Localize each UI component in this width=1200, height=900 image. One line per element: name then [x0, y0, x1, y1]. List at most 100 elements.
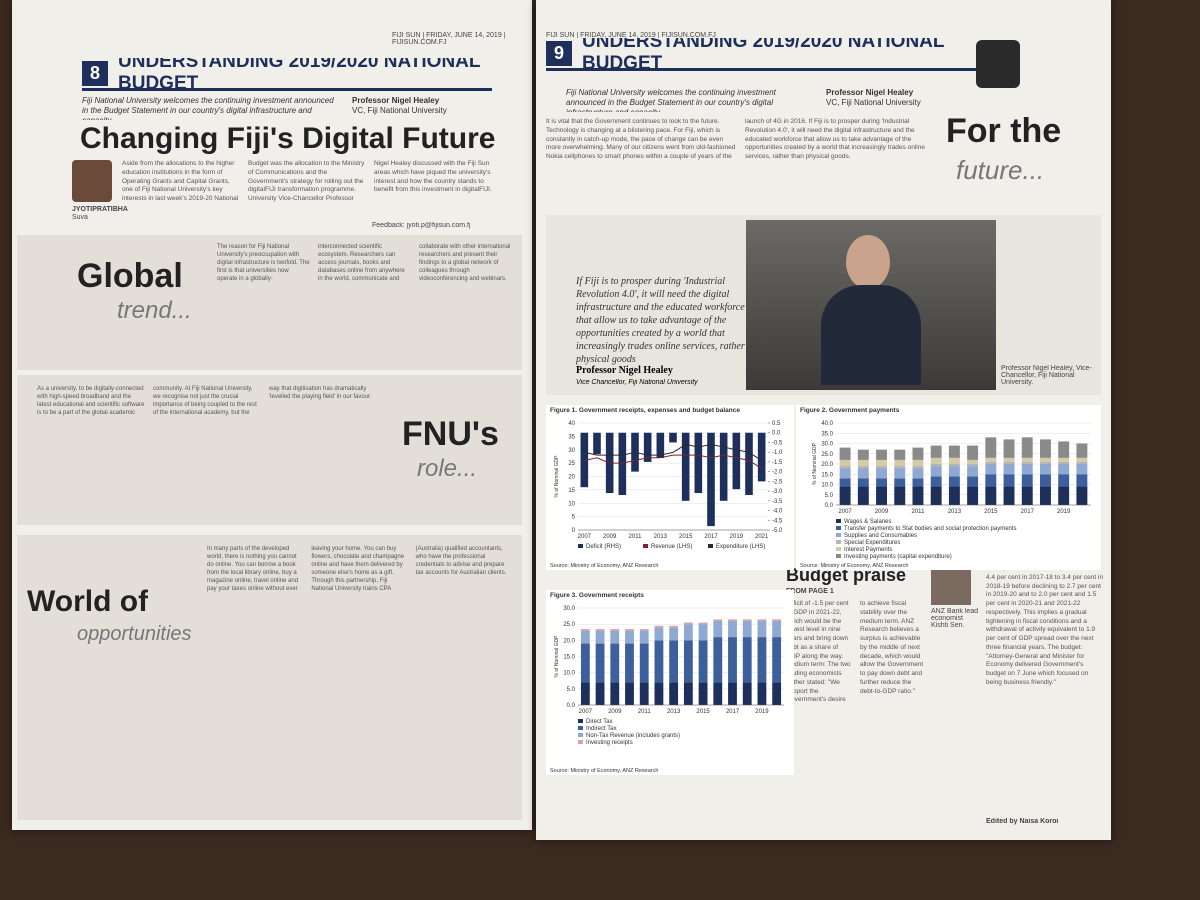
section-title: UNDERSTANDING 2019/2020 NATIONAL BUDGET — [582, 38, 945, 71]
x-tick-label: 2011 — [912, 509, 926, 515]
legend-label: Investing payments (capital expenditure) — [844, 554, 952, 560]
y2-tick-label: -0.5 — [772, 440, 783, 446]
section-text: As a university, to be digitally-connect… — [37, 386, 372, 417]
bar — [1040, 461, 1051, 464]
legend-label: Special Expenditures — [844, 540, 900, 546]
bar — [669, 627, 679, 641]
bar — [857, 466, 869, 469]
bar — [713, 620, 723, 638]
bar — [669, 682, 679, 705]
bar — [772, 619, 782, 621]
bar — [912, 478, 924, 487]
bar — [1003, 474, 1015, 487]
bar — [857, 486, 869, 505]
legend-swatch — [643, 544, 648, 548]
bar — [1058, 474, 1070, 487]
editor: Edited by Naisa Koroi — [986, 818, 1059, 825]
legend-label: Revenue (LHS) — [651, 544, 692, 550]
bar — [839, 466, 851, 469]
bar — [625, 630, 634, 644]
article-text: deficit of -1.5 per cent of GDP in 2021-… — [786, 600, 924, 704]
bar — [698, 682, 708, 705]
bar — [698, 640, 708, 683]
y-tick-label: 40.0 — [821, 421, 833, 427]
bar — [625, 629, 634, 631]
bar — [757, 620, 767, 638]
quote-author: Professor Nigel Healey — [826, 88, 914, 97]
x-tick-label: 2013 — [948, 509, 962, 515]
bar — [894, 449, 906, 460]
y-tick-label: 15.0 — [821, 472, 833, 478]
bar — [742, 620, 752, 638]
section-title: World of — [27, 585, 149, 618]
x-tick-label: 2017 — [726, 709, 740, 715]
bar — [930, 464, 942, 467]
bar — [639, 682, 649, 705]
inset-caption: ANZ Bank lead economist Kishti Sen. — [931, 608, 979, 629]
bar — [1021, 486, 1033, 505]
x-tick-label: 2021 — [755, 534, 769, 540]
bar — [985, 461, 997, 464]
line — [584, 443, 762, 461]
bar — [593, 432, 601, 455]
bar — [595, 629, 605, 631]
folio: FIJI SUN | FRIDAY, JUNE 14, 2019 | FIJIS… — [546, 32, 716, 39]
bar — [683, 624, 693, 641]
x-tick-label: 2009 — [875, 509, 889, 515]
bar — [930, 466, 942, 477]
x-tick-label: 2019 — [1057, 509, 1071, 515]
y-tick-label: 40 — [568, 421, 575, 427]
bar — [857, 478, 869, 487]
bar — [639, 643, 649, 683]
bar — [1003, 486, 1015, 505]
x-tick-label: 2009 — [608, 709, 622, 715]
headline: Changing Fiji's Digital Future — [80, 122, 496, 155]
chart-title: Figure 2. Government payments — [800, 407, 900, 414]
bar — [839, 447, 851, 460]
bar — [1076, 474, 1088, 487]
bar — [912, 468, 924, 479]
bar — [595, 630, 605, 644]
y2-tick-label: -4.0 — [772, 509, 783, 515]
bar — [967, 459, 979, 464]
bar — [728, 637, 737, 683]
legend-swatch — [836, 547, 841, 551]
pull-role: Vice Chancellor, Fiji National Universit… — [576, 379, 698, 386]
author-photo — [72, 160, 112, 202]
bar — [643, 432, 652, 462]
bar — [876, 468, 887, 479]
chart-source: Source: Ministry of Economy, ANZ Researc… — [800, 563, 908, 569]
x-tick-label: 2015 — [696, 709, 710, 715]
legend-swatch — [578, 719, 583, 723]
y-tick-label: 20.0 — [563, 638, 575, 644]
y2-tick-label: -1.0 — [772, 450, 783, 456]
y-tick-label: 5.0 — [567, 687, 576, 693]
y2-tick-label: -2.0 — [772, 470, 783, 476]
bar — [912, 447, 924, 460]
bar — [1076, 486, 1088, 505]
x-tick-label: 2017 — [704, 534, 718, 540]
legend-label: Non-Tax Revenue (includes grants) — [586, 733, 680, 739]
y2-tick-label: -3.5 — [772, 499, 783, 505]
x-tick-label: 2007 — [578, 534, 592, 540]
intro: Aside from the allocations to the higher… — [122, 160, 492, 203]
bar — [1058, 461, 1070, 464]
left-page: FIJI SUN | FRIDAY, JUNE 14, 2019 | FIJIS… — [12, 0, 532, 830]
quote: Fiji National University welcomes the co… — [566, 88, 776, 112]
legend-swatch — [578, 740, 583, 744]
photo-suit — [821, 285, 921, 385]
legend-swatch — [836, 533, 841, 537]
legend-label: Deficit (RHS) — [586, 544, 621, 550]
bar — [876, 466, 887, 469]
bar — [713, 682, 723, 705]
chart-source: Source: Ministry of Economy, ANZ Researc… — [550, 563, 658, 569]
bar — [1021, 457, 1033, 462]
bar — [948, 457, 960, 464]
bar — [876, 486, 887, 505]
bar — [839, 486, 851, 505]
y-tick-label: 15 — [568, 488, 575, 494]
bar — [625, 682, 634, 705]
y2-tick-label: 0.0 — [772, 431, 781, 437]
